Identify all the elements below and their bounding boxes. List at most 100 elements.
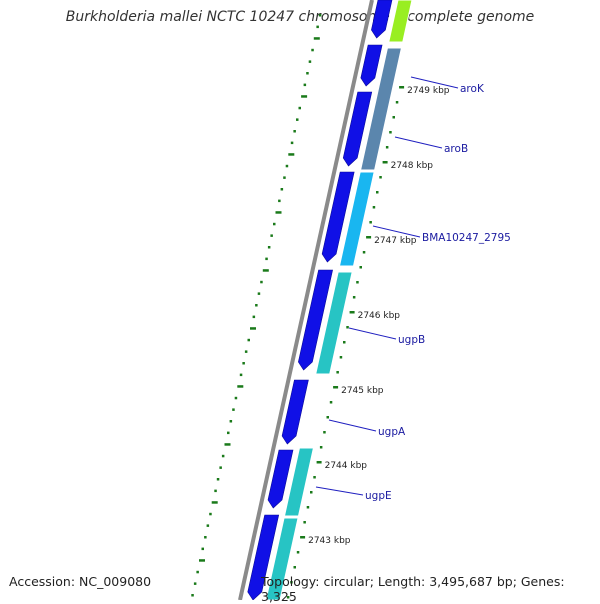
minor-tick [352,296,356,299]
minor-tick [379,176,382,179]
backbone-line [238,0,374,600]
minor-tick [395,101,399,104]
gc-dot [224,443,231,446]
gene-label: ugpB [398,334,425,346]
gc-dot [206,524,210,527]
minor-tick [293,566,296,569]
gc-dot [229,420,233,423]
gc-dot [308,60,312,63]
tick-track: 2749 kbp 2748 kbp 2747 kbp 2746 kbp 2745 kbp… [286,86,450,599]
gene-leader-line [372,225,421,238]
gc-dot [303,83,307,87]
gc-dot [242,362,245,365]
gc-dot [270,234,273,237]
gc-dot [301,95,308,98]
reverse-cds-block [388,0,413,43]
gene-label: aroK [460,83,485,95]
gc-dot [209,512,212,516]
gene-label: ugpE [365,490,392,502]
tick-mark [349,311,355,314]
tick-mark [333,386,339,389]
gene-leader-line [328,419,377,432]
minor-tick [323,431,326,434]
tick-mark [316,461,322,464]
tick-mark [366,236,372,239]
forward-cds-block [371,0,393,39]
reverse-cds-block [315,271,353,375]
minor-tick [385,146,389,149]
gene-label: ugpA [378,426,406,438]
tick-label: 2748 kbp [391,161,434,171]
gc-dot [237,385,244,388]
gc-dot [265,257,268,261]
forward-cds-block [342,91,373,167]
minor-tick [319,446,323,449]
minor-tick [296,551,300,554]
gc-dot [250,327,256,330]
gene-leader-line [348,327,397,340]
minor-tick [310,491,313,494]
reverse-cds-block [338,171,375,267]
gc-dot [255,304,258,307]
tick-mark [399,86,405,89]
backbone-layer [238,0,374,600]
accession-text: Accession: NC_009080 [9,574,152,589]
gc-dot [232,408,235,411]
tick-label: 2749 kbp [407,86,450,96]
forward-cds-block [321,171,355,263]
tick-label: 2743 kbp [308,536,351,546]
gc-dot [257,292,261,295]
gc-dot [216,478,220,481]
gc-dot [280,188,284,191]
gene-label: BMA10247_2795 [422,232,511,244]
gc-dot [316,25,319,29]
gc-dot [273,222,276,226]
minor-tick [290,581,293,584]
minor-tick [329,401,333,404]
gc-dot [313,37,320,40]
tick-label: 2745 kbp [341,386,384,396]
minor-tick [339,356,343,359]
forward-cds-block [247,514,280,600]
forward-cds-block [267,449,294,509]
gc-dot [283,176,286,179]
gc-dot [318,14,322,17]
gc-dot [239,373,243,377]
gc-dot [288,153,295,156]
gc-dot [234,396,238,400]
gc-dot [201,547,204,551]
gc-dot [262,269,269,272]
reverse-cds-block [265,517,299,600]
tick-mark [300,536,306,539]
gc-content-track [191,14,322,597]
minor-tick [362,251,366,254]
gc-dot [311,48,314,52]
minor-tick [389,131,392,134]
gene-label-track: aroK aroB BMA10247_2795 ugpB ugpA ugpE [315,76,511,502]
gc-dot [252,315,256,319]
minor-tick [286,596,290,599]
gc-dot [191,594,194,597]
forward-cds-block [298,269,333,371]
minor-tick [336,371,339,374]
gc-dot [296,118,299,121]
gc-dot [196,570,199,574]
minor-tick [306,506,310,509]
minor-tick [372,206,376,209]
minor-tick [359,266,362,269]
gc-dot [293,130,296,133]
gc-dot [244,350,248,353]
gc-dot [221,454,225,458]
gc-dot [267,246,271,249]
reverse-cds-block [359,47,403,171]
minor-tick [346,326,349,329]
minor-tick [303,521,306,524]
minor-tick [343,341,346,344]
gc-dot [290,141,294,145]
gc-dot [227,431,230,435]
forward-cds-block [281,379,309,445]
minor-tick [392,116,395,119]
forward-cds-block [360,44,383,87]
gc-dot [278,199,281,203]
